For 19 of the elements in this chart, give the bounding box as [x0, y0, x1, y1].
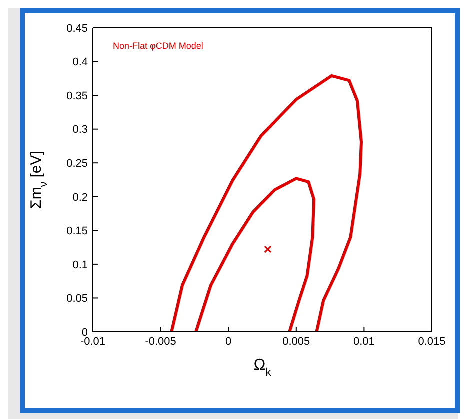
y-tick-label: 0.4 — [72, 56, 88, 69]
x-axis-title: Ω$_{k}$ — [254, 357, 272, 379]
y-tick-label: 0.05 — [66, 293, 88, 306]
x-tick-label: -0.005 — [145, 336, 176, 348]
x-tick-label: 0.005 — [282, 336, 310, 348]
y-tick-label: 0.2 — [72, 192, 88, 204]
y-tick-label: 0.1 — [72, 259, 88, 272]
y-tick-label: 0.25 — [66, 158, 88, 170]
y-tick-label: 0.3 — [72, 124, 88, 136]
line-series — [194, 177, 316, 332]
x-tick-label: 0.015 — [418, 336, 446, 348]
y-tick-label: 0.15 — [66, 226, 88, 238]
line-series — [170, 74, 363, 332]
annotation: Non-Flat φCDM Model — [113, 41, 204, 51]
y-tick-label: 0.45 — [66, 22, 88, 35]
x-tick-label: -0.01 — [80, 336, 106, 348]
x-tick-label: 0 — [226, 336, 232, 348]
y-tick-label: 0.35 — [66, 90, 88, 102]
x-tick-label: 0.01 — [353, 336, 375, 348]
